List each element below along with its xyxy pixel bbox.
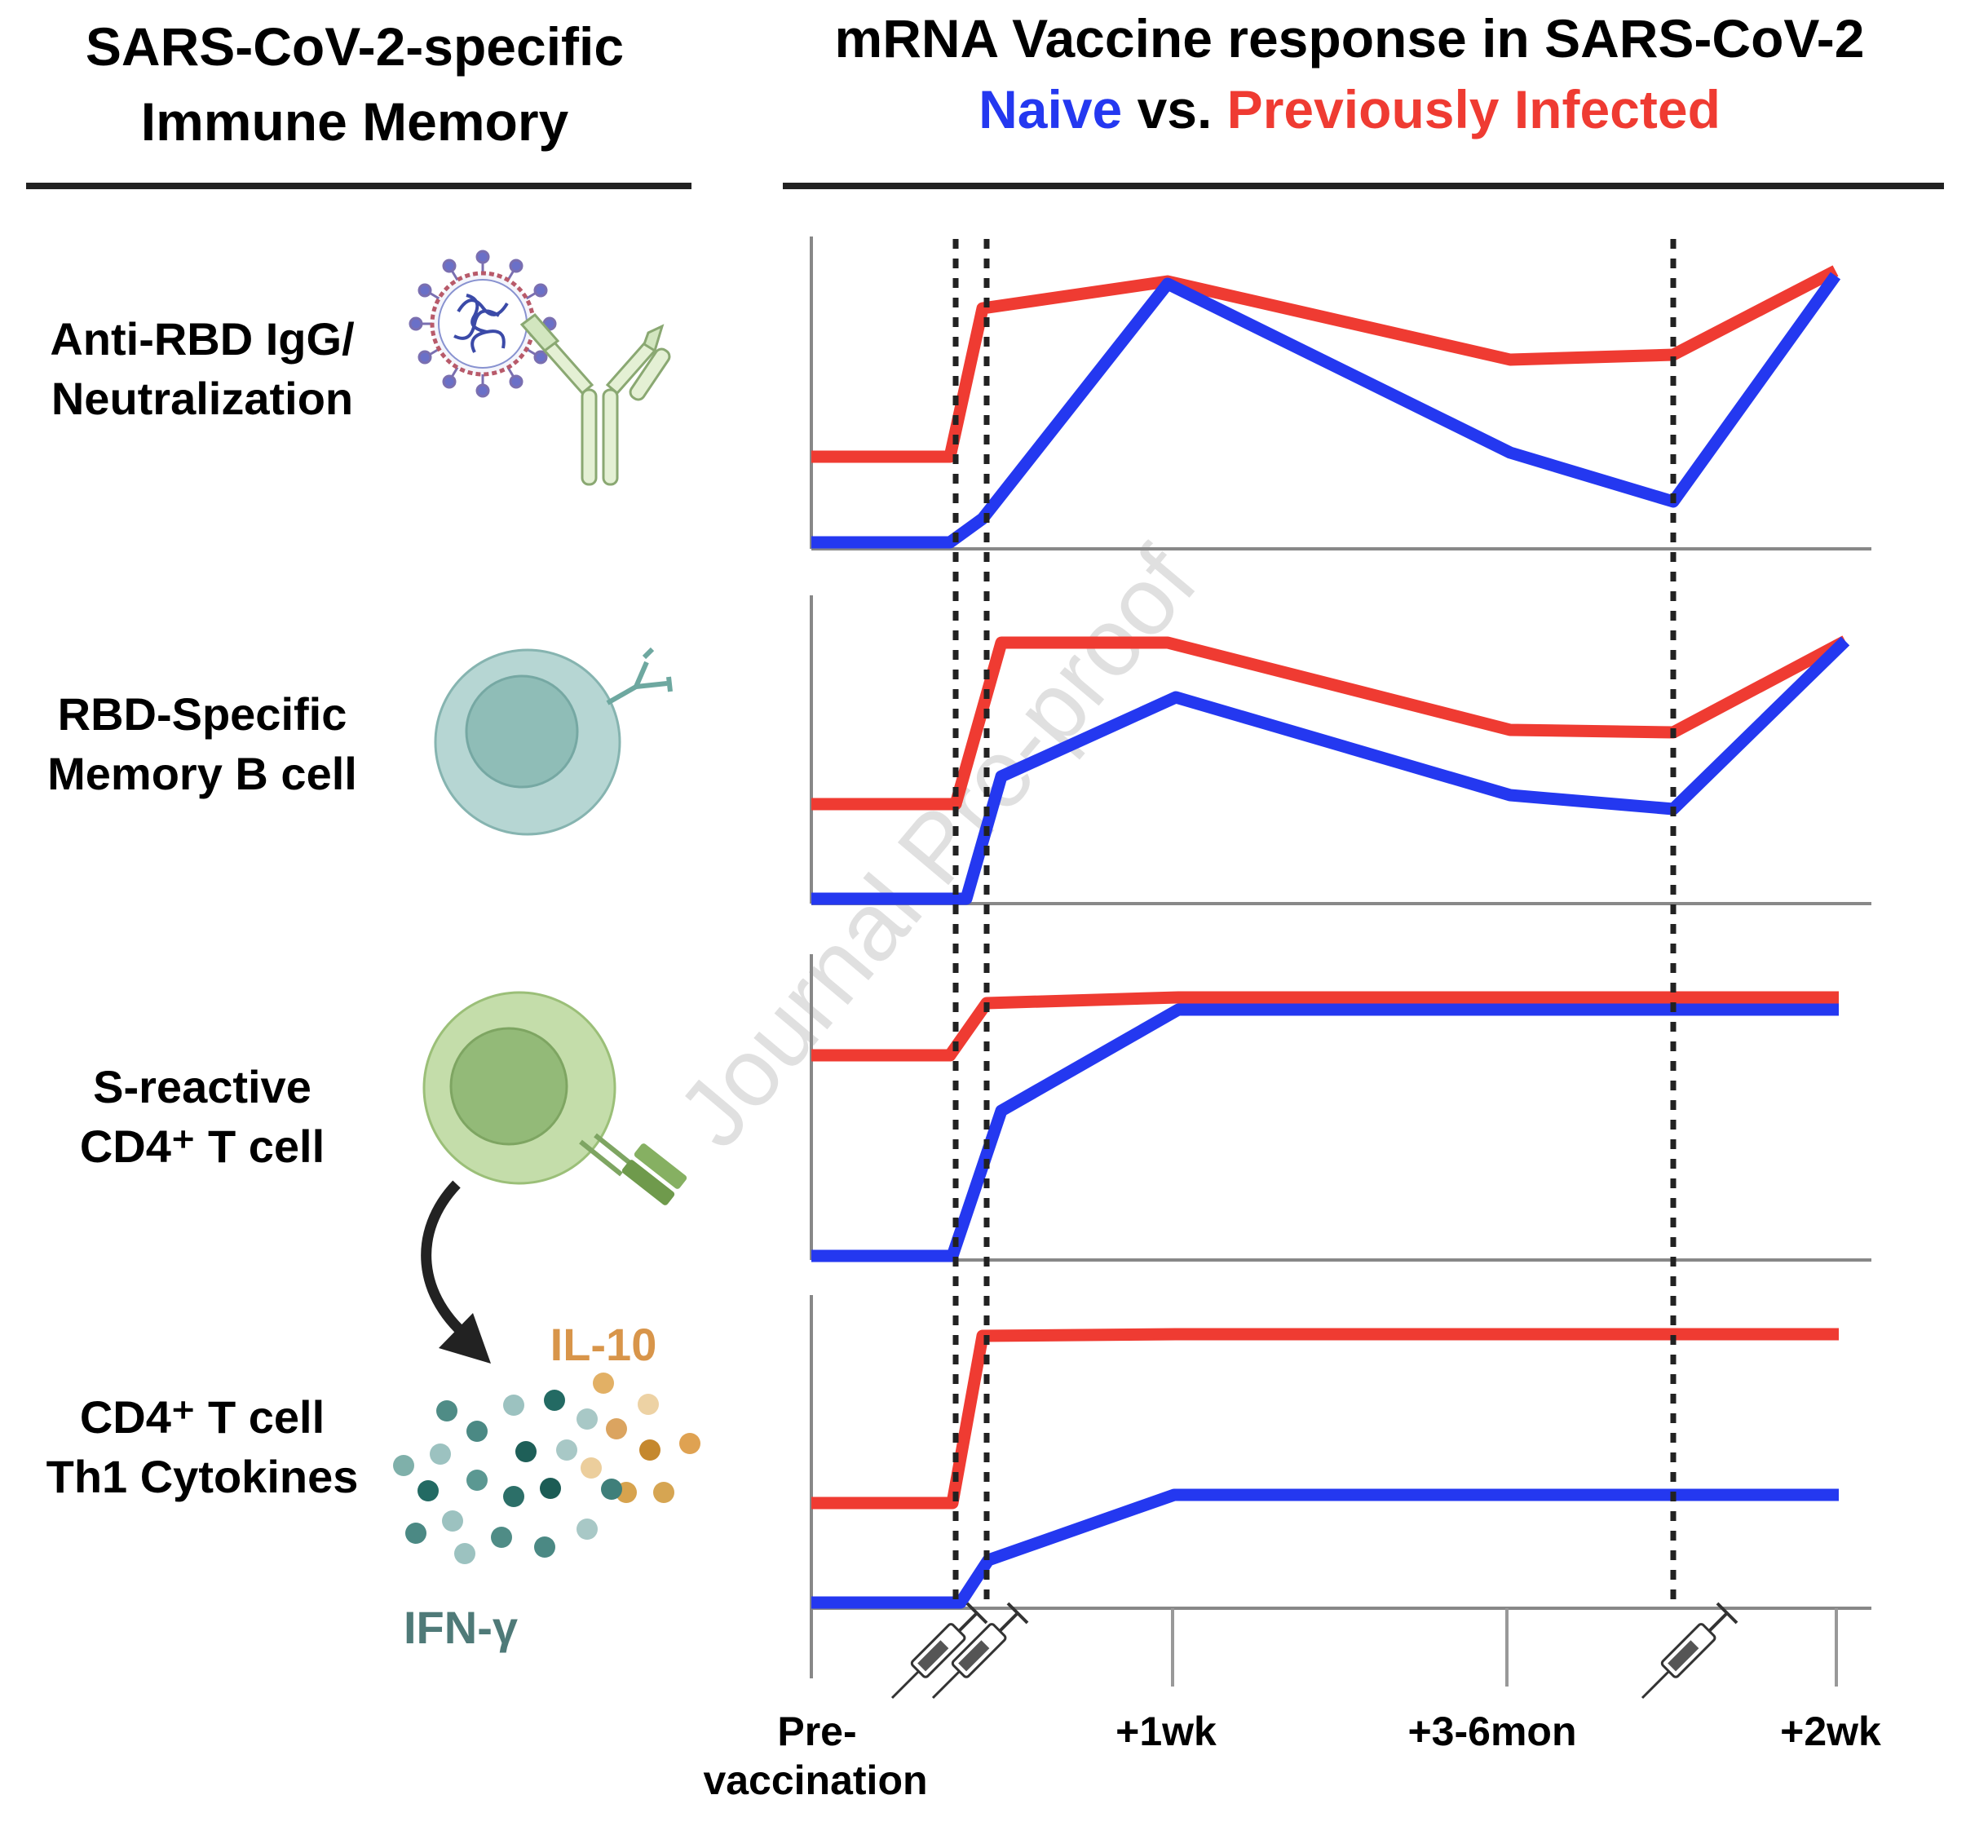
row4-label-line1: CD4⁺ T cell <box>80 1391 325 1443</box>
il10-dots <box>581 1373 700 1503</box>
left-title-line1: SARS-CoV-2-specific <box>86 16 624 77</box>
il10-label: IL-10 <box>550 1319 657 1370</box>
virus-icon <box>409 250 557 398</box>
row1-label-line2: Neutralization <box>51 373 353 424</box>
b-cell-receptor-icon <box>606 647 673 705</box>
right-title-line2: Naive vs. Previously Infected <box>979 79 1721 139</box>
t-cell-receptor-icon <box>579 1133 687 1205</box>
b-cell-icon <box>434 647 673 836</box>
row4-label-line2: Th1 Cytokines <box>46 1451 359 1502</box>
virus-antibody-icon <box>409 250 671 486</box>
row2-label-line2: Memory B cell <box>47 748 357 799</box>
chart-panel-t-cell <box>810 954 1871 1262</box>
infected-label: Previously Infected <box>1227 79 1721 139</box>
vs-label: vs. <box>1122 79 1226 139</box>
line-infected-b-cell <box>811 635 1849 811</box>
line-naive-t-cell <box>811 1003 1839 1262</box>
row2-label-line1: RBD-Specific <box>58 688 347 740</box>
cytokines-icon: IL-10 <box>393 1319 700 1653</box>
row3-label-line2: CD4⁺ T cell <box>80 1121 325 1172</box>
x-label-2wk: +2wk <box>1780 1709 1881 1754</box>
row1-label-line1: Anti-RBD IgG/ <box>50 313 355 365</box>
ifn-label: IFN-γ <box>404 1602 518 1653</box>
right-title-line1: mRNA Vaccine response in SARS-CoV-2 <box>835 8 1865 69</box>
arrow-head-icon <box>439 1313 491 1364</box>
x-label-pre-line1: Pre- <box>777 1709 856 1754</box>
x-label-pre-line2: vaccination <box>703 1757 927 1803</box>
t-cell-icon <box>422 991 687 1205</box>
watermark: Journal Pre-proof <box>657 528 1217 1167</box>
line-naive-cytokines <box>811 1488 1839 1609</box>
chart-panel-igg <box>810 237 1871 550</box>
antibody-icon <box>519 312 671 486</box>
naive-label: Naive <box>979 79 1122 139</box>
x-label-1wk: +1wk <box>1115 1709 1217 1754</box>
chart-panel-cytokines <box>810 1295 1871 1678</box>
x-label-3-6mon: +3-6mon <box>1407 1709 1576 1754</box>
left-title-line2: Immune Memory <box>141 91 569 152</box>
curved-arrow-icon <box>421 1180 477 1346</box>
chart-panels <box>810 237 1871 1700</box>
ifn-dots <box>393 1390 622 1564</box>
line-infected-cytokines <box>811 1328 1839 1510</box>
syringe-icon-dose3 <box>1641 1602 1738 1700</box>
row3-label-line1: S-reactive <box>93 1061 311 1112</box>
